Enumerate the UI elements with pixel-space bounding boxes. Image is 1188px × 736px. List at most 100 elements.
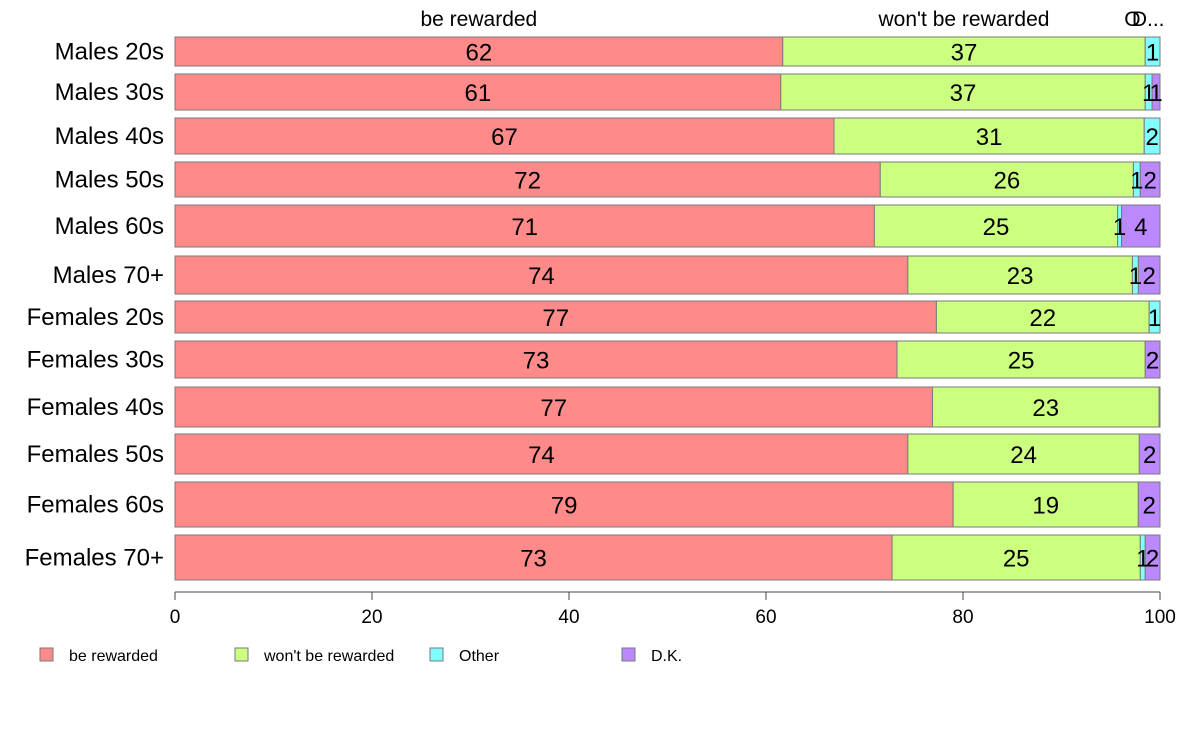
category-label: Males 30s [55,79,164,106]
bar-segment [174,73,782,111]
data-label: 1 [1136,546,1149,573]
data-label: 24 [1010,442,1037,469]
bar-segment [174,300,937,334]
top-labels: be rewarded won't be rewarded OD... [420,8,1164,31]
data-label: 25 [1008,348,1035,375]
bar-segment [174,255,909,295]
bar-segment [1148,300,1161,334]
data-label: 61 [465,80,492,107]
data-label: 62 [466,40,493,67]
bar-segment [1139,161,1161,198]
data-label: 22 [1029,305,1056,332]
data-label: 2 [1143,168,1156,195]
bar-segment [782,36,1146,67]
bar-segment [952,481,1139,528]
bar-segment [833,117,1145,155]
data-label: 2 [1142,493,1155,520]
bar-segment [1144,534,1161,581]
category-label: Males 20s [55,39,164,66]
data-label: 77 [542,305,569,332]
bar-segment [1137,255,1161,295]
data-label: 73 [520,546,547,573]
data-label: 31 [976,124,1003,151]
data-label: 37 [951,40,978,67]
category-label: Females 30s [27,347,164,374]
x-axis: 0 20 40 60 80 100 [170,591,1176,628]
category-label: Males 40s [55,123,164,150]
category-labels: Males 20s Males 30s Males 40s Males 50s Male… [25,39,164,572]
data-label: 4 [1134,214,1147,241]
legend-label: D.K. [651,648,682,665]
data-label: 25 [983,214,1010,241]
bar-segment [873,204,1119,248]
bar-segment [174,433,909,475]
data-label: 71 [511,214,538,241]
top-label: O [1124,8,1140,31]
data-label: 72 [514,168,541,195]
x-tick-label: 0 [170,607,181,628]
data-label: 74 [528,442,555,469]
data-label: 1 [1148,305,1161,332]
data-label: 1 [1149,80,1162,107]
legend-swatch [621,647,636,662]
x-tick-label: 20 [361,607,382,628]
category-label: Females 70+ [25,545,164,572]
legend-label: Other [459,648,500,665]
bar-segment [1143,117,1161,155]
bar-segment [1151,73,1161,111]
data-label: 2 [1142,263,1155,290]
legend-swatch [39,647,54,662]
bar-segment [907,433,1140,475]
data-label: 2 [1146,546,1159,573]
data-label: 67 [491,124,518,151]
data-label: 26 [993,168,1020,195]
legend: be rewarded won't be rewarded Other D.K. [39,647,682,665]
bar-segment [1144,340,1161,379]
data-label: 19 [1032,493,1059,520]
legend-swatch [234,647,249,662]
top-label: D... [1132,8,1165,31]
category-label: Females 50s [27,441,164,468]
data-label: 2 [1145,124,1158,151]
bar-segment [891,534,1141,581]
bar-segment [174,481,954,528]
data-label: 77 [540,395,567,422]
data-label: 25 [1003,546,1030,573]
data-label: 79 [551,493,578,520]
legend-label: be rewarded [69,648,158,665]
x-tick-label: 100 [1144,607,1176,628]
bar-segment [907,255,1133,295]
bar-segment [174,340,898,379]
bar-segment [1121,204,1161,248]
bar-segment [935,300,1150,334]
data-label: 2 [1143,442,1156,469]
top-label: won't be rewarded [878,8,1050,31]
bar-segment [174,534,893,581]
data-label: 73 [523,348,550,375]
bar-segment [931,386,1160,428]
category-label: Females 40s [27,394,164,421]
bar-segment [780,73,1146,111]
data-label: 2 [1146,348,1159,375]
x-tick-label: 80 [952,607,973,628]
bar-segment [1138,433,1161,475]
category-label: Females 60s [27,492,164,519]
legend-swatch [429,647,444,662]
category-label: Males 50s [55,167,164,194]
data-label: 23 [1032,395,1059,422]
data-label: 74 [528,263,555,290]
bar-segment [1158,386,1161,428]
bar-segment [1144,36,1161,67]
top-label: be rewarded [420,8,537,31]
data-label: 1 [1113,214,1126,241]
data-label: 1 [1146,40,1159,67]
bar-segment [174,204,875,248]
data-label: 37 [950,80,977,107]
category-label: Males 70+ [53,262,164,289]
category-label: Males 60s [55,213,164,240]
category-label: Females 20s [27,304,164,331]
bar-segment [896,340,1146,379]
x-tick-label: 40 [558,607,579,628]
